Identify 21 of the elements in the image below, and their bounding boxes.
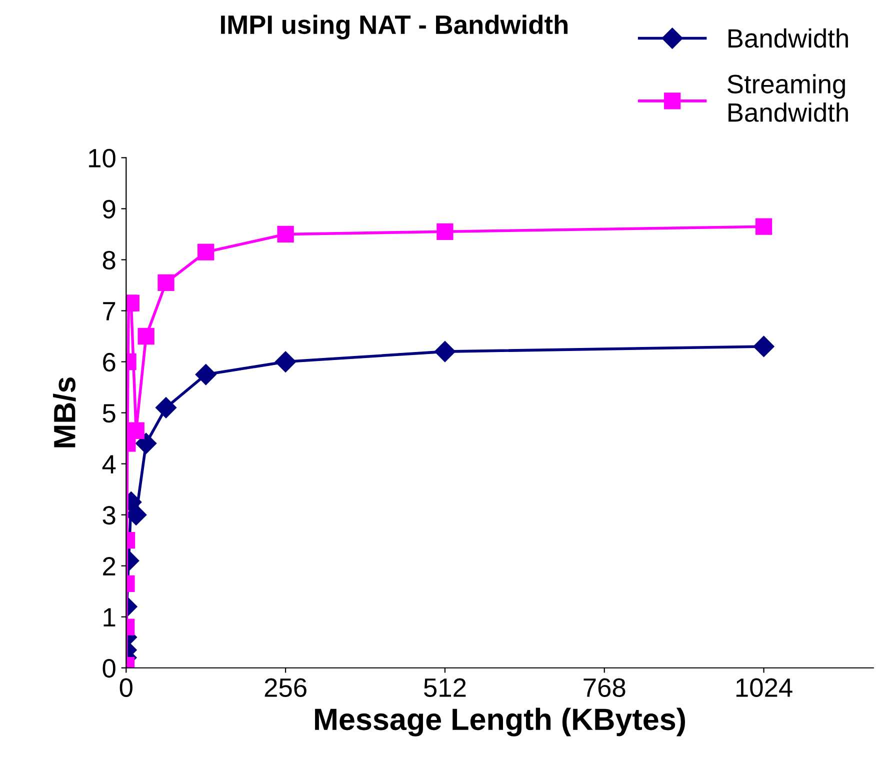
x-tick-label: 0	[120, 678, 132, 697]
x-tick-label: 768	[584, 678, 626, 697]
chart-title: IMPI using NAT - Bandwidth	[221, 14, 568, 40]
x-tick-label: 1024	[736, 678, 792, 697]
x-axis-title: Message Length (KBytes)	[315, 708, 686, 736]
legend-label: Bandwidth	[728, 28, 848, 48]
y-tick-label: 8	[102, 250, 116, 270]
y-tick-label: 9	[102, 200, 116, 219]
y-axis-title: MB/s	[53, 378, 76, 448]
y-tick-label: 6	[103, 352, 116, 372]
y-tick-label: 5	[102, 404, 116, 423]
y-tick-label: 7	[103, 302, 116, 320]
y-tick-label: 3	[102, 506, 116, 525]
x-tick-label: 512	[424, 678, 466, 697]
y-tick-label: 1	[104, 608, 116, 626]
y-tick-label: 10	[89, 148, 116, 168]
y-tick-label: 2	[103, 556, 116, 576]
y-tick-label: 4	[102, 455, 116, 474]
x-tick-label: 256	[264, 678, 306, 697]
y-tick-label: 0	[102, 659, 116, 678]
legend-label: Streaming Bandwidth	[728, 74, 848, 122]
